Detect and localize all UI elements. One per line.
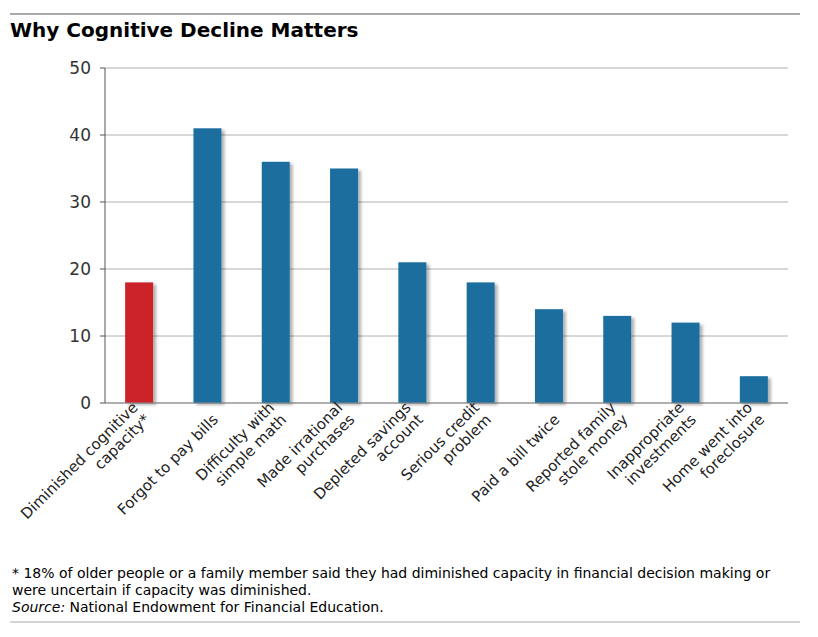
source-label: Source: — [12, 599, 65, 615]
y-tick — [100, 269, 105, 270]
y-tick-label: 50 — [69, 58, 91, 78]
bottom-rule — [10, 622, 800, 623]
bar — [398, 262, 426, 403]
y-axis — [105, 68, 106, 403]
bar — [262, 162, 290, 403]
y-tick-label: 20 — [69, 259, 91, 279]
bar — [193, 128, 221, 403]
x-axis — [105, 403, 788, 404]
source: Source: National Endowment for Financial… — [12, 599, 384, 615]
y-tick-label: 40 — [69, 125, 91, 145]
y-tick-label: 0 — [80, 393, 91, 413]
bar — [603, 316, 631, 403]
y-tick — [100, 68, 105, 69]
y-tick — [100, 336, 105, 337]
bar — [535, 309, 563, 403]
bar — [467, 282, 495, 403]
footnote: * 18% of older people or a family member… — [12, 565, 770, 598]
title: Why Cognitive Decline Matters — [10, 18, 358, 42]
top-rule — [10, 13, 800, 15]
y-tick — [100, 202, 105, 203]
grid-line — [105, 403, 788, 404]
x-tick-label: Diminished cognitivecapacity* — [17, 398, 154, 535]
source-text: National Endowment for Financial Educati… — [65, 599, 384, 615]
bar — [672, 323, 700, 403]
grid-line — [105, 68, 788, 69]
x-tick-label: Home went intoforeclosure — [659, 399, 768, 508]
bar — [125, 282, 153, 403]
x-tick-label: Reported familystole money — [522, 399, 631, 508]
y-tick — [100, 403, 105, 404]
bar — [330, 169, 358, 404]
y-tick-label: 30 — [69, 192, 91, 212]
bar — [740, 376, 768, 403]
y-tick — [100, 135, 105, 136]
x-tick-label: Depleted savingsaccount — [310, 398, 427, 515]
y-tick-label: 10 — [69, 326, 91, 346]
x-tick-label: Made irrationalpurchases — [254, 398, 359, 503]
